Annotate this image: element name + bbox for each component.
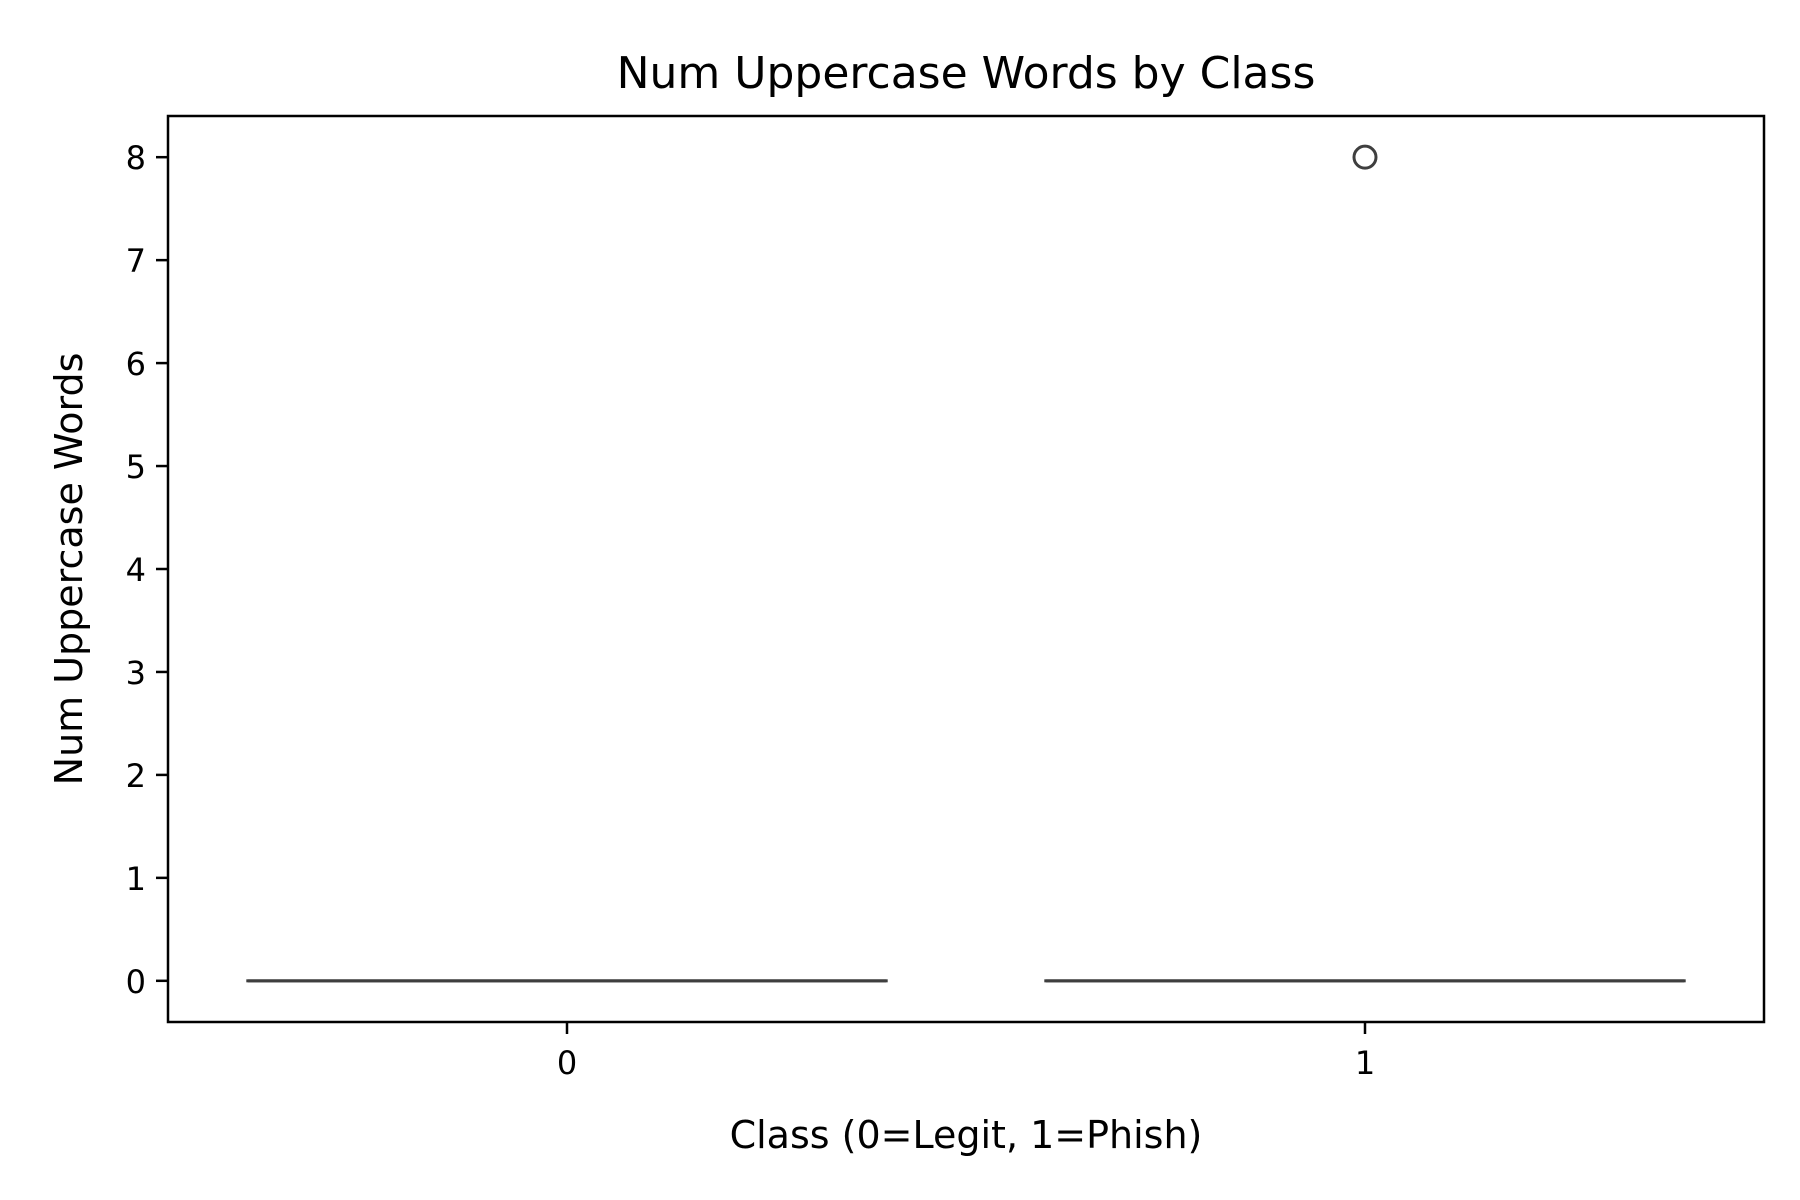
x-tick-label: 1	[1355, 1044, 1375, 1082]
x-axis-label: Class (0=Legit, 1=Phish)	[730, 1113, 1203, 1157]
y-tick-label: 3	[126, 654, 146, 692]
outlier-point-1-0	[1352, 144, 1378, 170]
y-axis-label: Num Uppercase Words	[47, 353, 91, 786]
y-tick-label: 4	[126, 551, 146, 589]
y-tick-label: 7	[126, 242, 146, 280]
chart-title: Num Uppercase Words by Class	[617, 48, 1316, 99]
plot-frame	[166, 114, 1766, 1024]
y-tick-label: 6	[126, 345, 146, 383]
x-tick-label: 0	[557, 1044, 577, 1082]
y-tick-label: 0	[126, 963, 146, 1001]
y-tick-label: 2	[126, 757, 146, 795]
plot-area: 0 1 2 3 4 5 6 7 8 0 1	[126, 114, 1766, 1082]
y-tick-label: 5	[126, 448, 146, 486]
y-tick-label: 1	[126, 860, 146, 898]
y-tick-label: 8	[126, 139, 146, 177]
